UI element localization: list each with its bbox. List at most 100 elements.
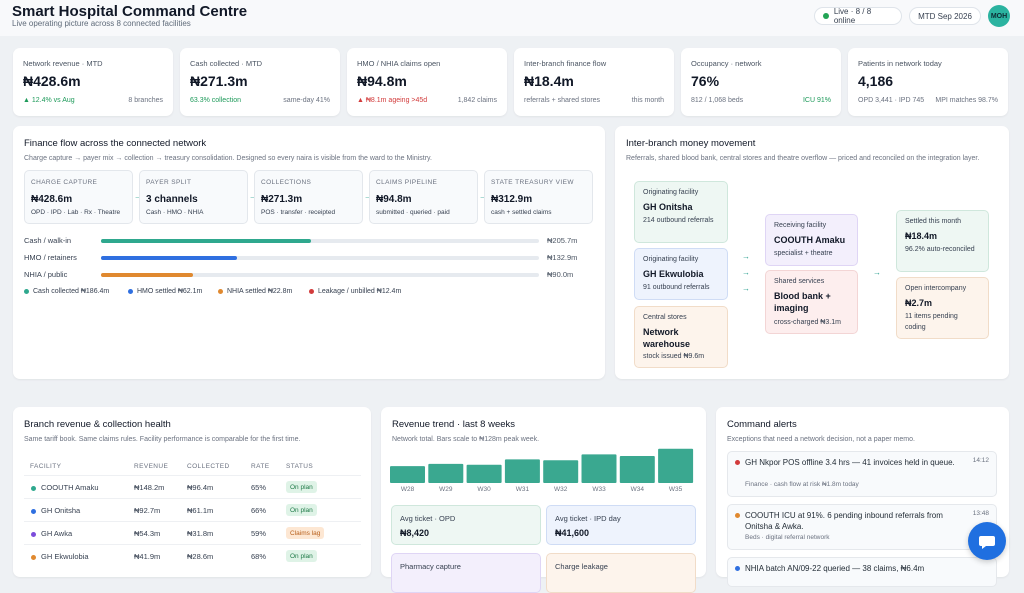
- node-settled[interactable]: Settled this month ₦18.4m 96.2% auto-rec…: [896, 210, 989, 272]
- trend-bar[interactable]: [504, 459, 540, 483]
- column-header[interactable]: RATE: [251, 463, 270, 470]
- kpi-label: Network revenue · MTD: [23, 59, 103, 68]
- chat-button[interactable]: [968, 522, 1006, 560]
- legend-dot-icon: [309, 289, 314, 294]
- kpi-delta: 63.3% collection: [190, 97, 241, 104]
- kpi-note: this month: [631, 97, 664, 104]
- node-origin-ekwulobia[interactable]: Originating facility GH Ekwulobia 91 out…: [634, 248, 728, 300]
- payer-bar-fill: [101, 239, 312, 243]
- payer-bar-label: HMO / retainers: [24, 253, 77, 262]
- status-badge: On plan: [286, 481, 317, 493]
- flow-arrow-icon: →: [134, 192, 142, 201]
- kpi-card-interbranch-flow[interactable]: Inter-branch finance flow ₦18.4m referra…: [514, 48, 674, 116]
- live-status-text: Live · 8 / 8 online: [833, 7, 872, 25]
- kpi-value: 76%: [691, 73, 720, 89]
- stage-claims-pipeline[interactable]: CLAIMS PIPELINE ₦94.8m submitted · queri…: [369, 170, 478, 224]
- alert-time: 14:12: [972, 457, 989, 464]
- stage-payer-split[interactable]: PAYER SPLIT 3 channels Cash · HMO · NHIA: [139, 170, 248, 224]
- revenue-trend-chart: [390, 448, 694, 483]
- trend-tick-label: W35: [668, 486, 683, 493]
- alert-item[interactable]: NHIA batch AN/09-22 queried — 38 claims,…: [727, 557, 997, 587]
- node-receiving-facility[interactable]: Receiving facility COOUTH Amaku speciali…: [765, 214, 858, 266]
- trend-bar[interactable]: [619, 456, 655, 483]
- branch-health-title: Branch revenue & collection health: [24, 419, 171, 430]
- trend-tick-label: W28: [400, 486, 415, 493]
- stage-sub: OPD · IPD · Lab · Rx · Theatre: [31, 209, 121, 216]
- table-row[interactable]: GH Awka ₦54.3m ₦31.8m 59% Claims lag: [24, 521, 361, 544]
- payer-bar-nhia: [101, 273, 539, 277]
- period-selector[interactable]: MTD Sep 2026: [909, 7, 981, 25]
- stat-label: Pharmacy capture: [400, 562, 461, 571]
- stage-value: ₦271.3m: [261, 194, 303, 205]
- node-origin-onitsha[interactable]: Originating facility GH Onitsha 214 outb…: [634, 181, 728, 243]
- column-header[interactable]: STATUS: [286, 463, 314, 470]
- column-header[interactable]: COLLECTED: [187, 463, 230, 470]
- trend-bar[interactable]: [390, 466, 425, 483]
- collected-cell: ₦61.1m: [187, 506, 214, 515]
- stat-value: ₦41,600: [555, 528, 590, 538]
- stat-label: Avg ticket · IPD day: [555, 514, 621, 523]
- rate-cell: 65%: [251, 483, 267, 492]
- stat-label: Charge leakage: [555, 562, 608, 571]
- stage-sub: submitted · queried · paid: [376, 209, 450, 216]
- flow-arrow-icon: →: [249, 192, 257, 201]
- node-shared-services[interactable]: Shared services Blood bank + imaging cro…: [765, 270, 858, 334]
- app-subtitle: Live operating picture across 8 connecte…: [12, 19, 191, 28]
- kpi-delta: 812 / 1,068 beds: [691, 97, 744, 104]
- stat-avg-ticket-opd: Avg ticket · OPD ₦8,420: [391, 505, 541, 545]
- node-central-stores[interactable]: Central stores Network warehouse stock i…: [634, 306, 728, 368]
- stage-value: ₦428.6m: [31, 194, 73, 205]
- kpi-value: 4,186: [858, 73, 894, 89]
- payer-bar-value: ₦132.9m: [547, 253, 578, 262]
- table-row[interactable]: GH Onitsha ₦92.7m ₦61.1m 66% On plan: [24, 498, 361, 521]
- alert-item[interactable]: COOUTH ICU at 91%. 6 pending inbound ref…: [727, 504, 997, 550]
- column-header[interactable]: REVENUE: [134, 463, 169, 470]
- kpi-label: Inter-branch finance flow: [524, 59, 607, 68]
- stage-sub: Cash · HMO · NHIA: [146, 209, 204, 216]
- trend-tick-label: W32: [554, 486, 568, 493]
- kpi-delta: ▲ 12.4% vs Aug: [23, 97, 75, 104]
- branch-health-panel: Branch revenue & collection health Same …: [13, 407, 371, 577]
- trend-bar[interactable]: [543, 460, 579, 483]
- kpi-delta: ▲ ₦8.1m ageing >45d: [357, 97, 428, 104]
- trend-bar[interactable]: [466, 464, 502, 483]
- trend-bar[interactable]: [658, 448, 694, 483]
- stage-charge-capture[interactable]: CHARGE CAPTURE ₦428.6m OPD · IPD · Lab ·…: [24, 170, 133, 224]
- legend-label: Cash collected ₦186.4m: [33, 288, 110, 295]
- trend-bar[interactable]: [581, 454, 617, 483]
- revenue-trend-title: Revenue trend · last 8 weeks: [392, 419, 516, 430]
- facility-name: COOUTH Amaku: [41, 483, 99, 492]
- move-arrow-icon: →: [742, 252, 750, 261]
- kpi-card-patients-today[interactable]: Patients in network today 4,186 OPD 3,44…: [848, 48, 1008, 116]
- stat-pharmacy-capture: Pharmacy capture: [391, 553, 541, 593]
- kpi-label: Occupancy · network: [691, 59, 762, 68]
- revenue-trend-panel: Revenue trend · last 8 weeks Network tot…: [381, 407, 706, 593]
- alert-item[interactable]: GH Nkpor POS offline 3.4 hrs — 41 invoic…: [727, 451, 997, 497]
- stage-collections[interactable]: COLLECTIONS ₦271.3m POS · transfer · rec…: [254, 170, 363, 224]
- table-row[interactable]: COOUTH Amaku ₦148.2m ₦96.4m 65% On plan: [24, 475, 361, 498]
- kpi-card-occupancy[interactable]: Occupancy · network 76% 812 / 1,068 beds…: [681, 48, 841, 116]
- stage-label: COLLECTIONS: [261, 179, 312, 186]
- stage-treasury-view[interactable]: STATE TREASURY VIEW ₦312.9m cash + settl…: [484, 170, 593, 224]
- kpi-card-claims-open[interactable]: HMO / NHIA claims open ₦94.8m ▲ ₦8.1m ag…: [347, 48, 507, 116]
- kpi-card-network-revenue[interactable]: Network revenue · MTD ₦428.6m ▲ 12.4% vs…: [13, 48, 173, 116]
- column-header[interactable]: FACILITY: [30, 463, 62, 470]
- kpi-value: ₦428.6m: [23, 73, 81, 89]
- payer-bar-cash: [101, 239, 539, 243]
- kpi-card-cash-collected[interactable]: Cash collected · MTD ₦271.3m 63.3% colle…: [180, 48, 340, 116]
- stat-value: ₦8,420: [400, 528, 430, 538]
- user-avatar[interactable]: MOH: [988, 5, 1010, 27]
- trend-bar[interactable]: [428, 463, 464, 483]
- payer-bar-value: ₦205.7m: [547, 236, 578, 245]
- alert-time: 13:48: [972, 510, 989, 517]
- legend-label: HMO settled ₦62.1m: [137, 288, 203, 295]
- alert-sub: Beds · digital referral network: [745, 534, 830, 541]
- table-row[interactable]: GH Ekwulobia ₦41.9m ₦28.6m 68% On plan: [24, 544, 361, 567]
- node-open-intercompany[interactable]: Open intercompany ₦2.7m 11 items pending…: [896, 277, 989, 339]
- payer-bar-hmo: [101, 256, 539, 260]
- node-sub: cross-charged ₦3.1m: [774, 319, 841, 326]
- live-status-pill[interactable]: Live · 8 / 8 online: [814, 7, 902, 25]
- node-value: GH Onitsha: [643, 202, 693, 212]
- payer-bar-label: Cash / walk-in: [24, 236, 72, 245]
- legend-dot-icon: [218, 289, 223, 294]
